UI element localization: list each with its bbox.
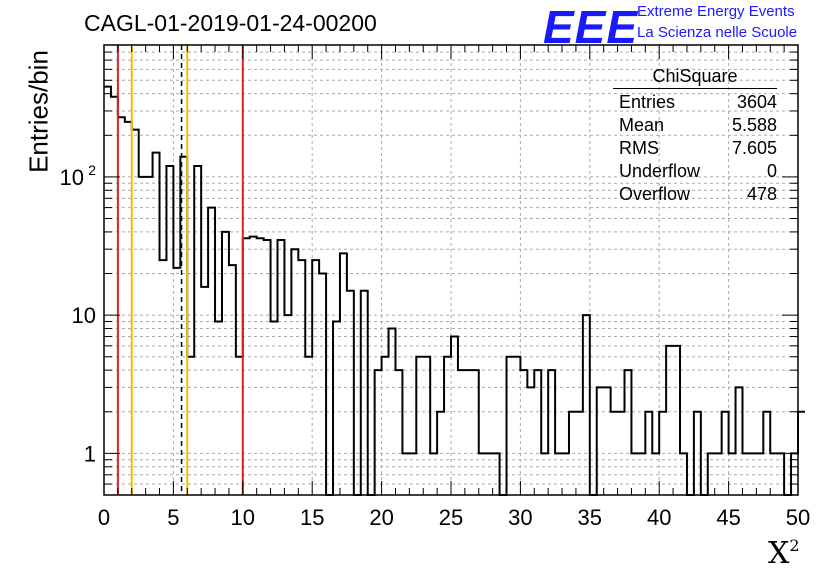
y-tick-label: 10 (72, 303, 96, 328)
logo-line-1: Extreme Energy Events (637, 3, 795, 20)
x-tick-label: 10 (231, 505, 255, 530)
x-tick-label: 30 (508, 505, 532, 530)
x-tick-label: 25 (439, 505, 463, 530)
stats-value: 7.605 (731, 138, 777, 158)
stats-row-rms: RMS 7.605 (613, 137, 777, 160)
stats-row-underflow: Underflow 0 (613, 160, 777, 183)
x-tick-label: 5 (167, 505, 179, 530)
stats-label: Entries (619, 92, 676, 112)
y-tick-label: 1 (84, 441, 96, 466)
stats-row-overflow: Overflow 478 (613, 183, 777, 206)
x-axis-label-exp: 2 (789, 536, 800, 555)
logo-line-2: La Scienza nelle Scuole (637, 24, 798, 41)
stats-row-mean: Mean 5.588 (613, 114, 777, 137)
x-tick-label: 45 (716, 505, 740, 530)
eee-logo: EEE (543, 1, 639, 53)
stats-title: ChiSquare (613, 66, 777, 89)
stats-value: 5.588 (731, 115, 777, 135)
histogram-series (104, 85, 805, 496)
y-axis-label: Entries/bin (23, 50, 54, 173)
x-tick-label: 20 (369, 505, 393, 530)
x-axis-label-base: X (768, 536, 790, 571)
x-tick-label: 40 (647, 505, 671, 530)
stats-value: 3604 (736, 92, 777, 112)
stats-label: Overflow (619, 184, 691, 204)
x-axis-label: X2 (768, 536, 800, 571)
stats-value: 478 (746, 184, 777, 204)
x-tick-label: 0 (98, 505, 110, 530)
stats-label: Underflow (619, 161, 701, 181)
y-tick-label: 10 (60, 165, 84, 190)
stats-row-entries: Entries 3604 (613, 91, 777, 114)
stats-value: 0 (766, 161, 777, 181)
stats-box: ChiSquare Entries 3604 Mean 5.588 RMS 7.605… (613, 66, 777, 206)
stats-label: RMS (619, 138, 659, 158)
chart-title: CAGL-01-2019-01-24-00200 (84, 10, 377, 36)
x-tick-label: 15 (300, 505, 324, 530)
stats-label: Mean (619, 115, 665, 135)
y-tick-label-exp: 2 (88, 162, 96, 178)
x-tick-label: 35 (578, 505, 602, 530)
x-tick-label: 50 (786, 505, 810, 530)
